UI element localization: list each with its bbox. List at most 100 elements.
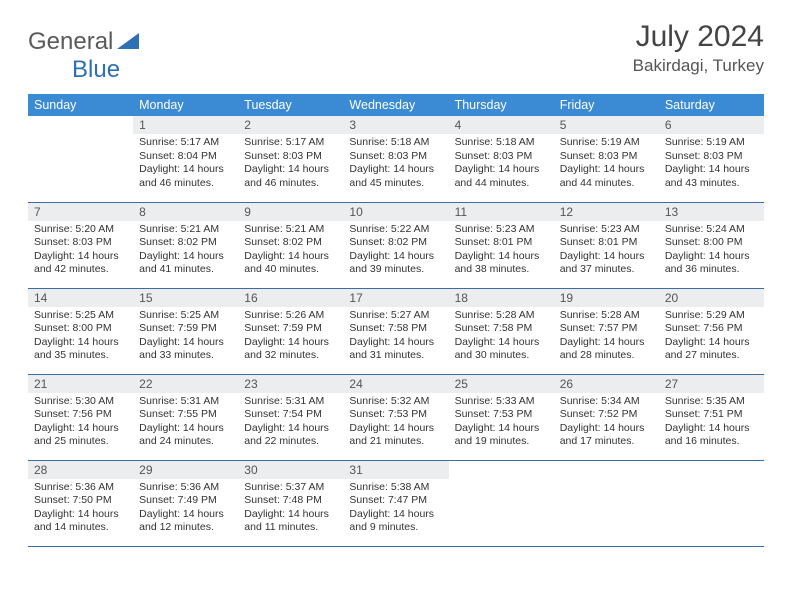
day-info: Sunrise: 5:23 AMSunset: 8:01 PMDaylight:… bbox=[554, 221, 659, 282]
calendar-day-cell: 24Sunrise: 5:32 AMSunset: 7:53 PMDayligh… bbox=[343, 374, 448, 460]
day-info: Sunrise: 5:30 AMSunset: 7:56 PMDaylight:… bbox=[28, 393, 133, 454]
calendar-table: SundayMondayTuesdayWednesdayThursdayFrid… bbox=[28, 94, 764, 547]
title-block: July 2024 Bakirdagi, Turkey bbox=[633, 20, 764, 76]
calendar-day-cell: 7Sunrise: 5:20 AMSunset: 8:03 PMDaylight… bbox=[28, 202, 133, 288]
day-info: Sunrise: 5:27 AMSunset: 7:58 PMDaylight:… bbox=[343, 307, 448, 368]
daylight-line: Daylight: 14 hours and 21 minutes. bbox=[349, 422, 442, 449]
calendar-day-cell: 31Sunrise: 5:38 AMSunset: 7:47 PMDayligh… bbox=[343, 460, 448, 546]
logo-text-blue: Blue bbox=[72, 56, 132, 84]
day-info: Sunrise: 5:31 AMSunset: 7:55 PMDaylight:… bbox=[133, 393, 238, 454]
daylight-line: Daylight: 14 hours and 42 minutes. bbox=[34, 250, 127, 277]
day-info: Sunrise: 5:26 AMSunset: 7:59 PMDaylight:… bbox=[238, 307, 343, 368]
daylight-line: Daylight: 14 hours and 14 minutes. bbox=[34, 508, 127, 535]
sunset-line: Sunset: 7:58 PM bbox=[455, 322, 548, 336]
day-number bbox=[28, 116, 133, 120]
day-info: Sunrise: 5:28 AMSunset: 7:57 PMDaylight:… bbox=[554, 307, 659, 368]
weekday-header: Sunday bbox=[28, 94, 133, 116]
sunrise-line: Sunrise: 5:28 AM bbox=[560, 309, 653, 323]
daylight-line: Daylight: 14 hours and 36 minutes. bbox=[665, 250, 758, 277]
sunrise-line: Sunrise: 5:36 AM bbox=[34, 481, 127, 495]
calendar-day-cell: 19Sunrise: 5:28 AMSunset: 7:57 PMDayligh… bbox=[554, 288, 659, 374]
day-info: Sunrise: 5:29 AMSunset: 7:56 PMDaylight:… bbox=[659, 307, 764, 368]
calendar-day-cell: 18Sunrise: 5:28 AMSunset: 7:58 PMDayligh… bbox=[449, 288, 554, 374]
sunset-line: Sunset: 8:03 PM bbox=[560, 150, 653, 164]
day-number: 22 bbox=[133, 375, 238, 393]
sunrise-line: Sunrise: 5:28 AM bbox=[455, 309, 548, 323]
day-number: 20 bbox=[659, 289, 764, 307]
calendar-day-cell bbox=[28, 116, 133, 202]
daylight-line: Daylight: 14 hours and 37 minutes. bbox=[560, 250, 653, 277]
calendar-day-cell: 28Sunrise: 5:36 AMSunset: 7:50 PMDayligh… bbox=[28, 460, 133, 546]
sunset-line: Sunset: 8:00 PM bbox=[665, 236, 758, 250]
sunset-line: Sunset: 8:03 PM bbox=[349, 150, 442, 164]
daylight-line: Daylight: 14 hours and 41 minutes. bbox=[139, 250, 232, 277]
day-info: Sunrise: 5:21 AMSunset: 8:02 PMDaylight:… bbox=[133, 221, 238, 282]
calendar-day-cell: 13Sunrise: 5:24 AMSunset: 8:00 PMDayligh… bbox=[659, 202, 764, 288]
day-number: 26 bbox=[554, 375, 659, 393]
daylight-line: Daylight: 14 hours and 25 minutes. bbox=[34, 422, 127, 449]
sunrise-line: Sunrise: 5:35 AM bbox=[665, 395, 758, 409]
sunrise-line: Sunrise: 5:31 AM bbox=[139, 395, 232, 409]
daylight-line: Daylight: 14 hours and 40 minutes. bbox=[244, 250, 337, 277]
sunset-line: Sunset: 7:56 PM bbox=[34, 408, 127, 422]
month-title: July 2024 bbox=[633, 20, 764, 54]
daylight-line: Daylight: 14 hours and 46 minutes. bbox=[139, 163, 232, 190]
day-info: Sunrise: 5:18 AMSunset: 8:03 PMDaylight:… bbox=[449, 134, 554, 195]
sunset-line: Sunset: 7:48 PM bbox=[244, 494, 337, 508]
sunrise-line: Sunrise: 5:25 AM bbox=[139, 309, 232, 323]
day-info: Sunrise: 5:23 AMSunset: 8:01 PMDaylight:… bbox=[449, 221, 554, 282]
sunrise-line: Sunrise: 5:29 AM bbox=[665, 309, 758, 323]
calendar-day-cell: 6Sunrise: 5:19 AMSunset: 8:03 PMDaylight… bbox=[659, 116, 764, 202]
day-info: Sunrise: 5:25 AMSunset: 7:59 PMDaylight:… bbox=[133, 307, 238, 368]
daylight-line: Daylight: 14 hours and 28 minutes. bbox=[560, 336, 653, 363]
calendar-day-cell: 20Sunrise: 5:29 AMSunset: 7:56 PMDayligh… bbox=[659, 288, 764, 374]
day-number: 19 bbox=[554, 289, 659, 307]
calendar-day-cell: 11Sunrise: 5:23 AMSunset: 8:01 PMDayligh… bbox=[449, 202, 554, 288]
day-number: 31 bbox=[343, 461, 448, 479]
calendar-day-cell bbox=[449, 460, 554, 546]
day-number: 25 bbox=[449, 375, 554, 393]
day-number: 28 bbox=[28, 461, 133, 479]
sunset-line: Sunset: 7:59 PM bbox=[139, 322, 232, 336]
daylight-line: Daylight: 14 hours and 45 minutes. bbox=[349, 163, 442, 190]
daylight-line: Daylight: 14 hours and 30 minutes. bbox=[455, 336, 548, 363]
calendar-day-cell: 16Sunrise: 5:26 AMSunset: 7:59 PMDayligh… bbox=[238, 288, 343, 374]
sunset-line: Sunset: 7:58 PM bbox=[349, 322, 442, 336]
weekday-header: Thursday bbox=[449, 94, 554, 116]
calendar-day-cell: 25Sunrise: 5:33 AMSunset: 7:53 PMDayligh… bbox=[449, 374, 554, 460]
calendar-day-cell: 1Sunrise: 5:17 AMSunset: 8:04 PMDaylight… bbox=[133, 116, 238, 202]
day-number: 7 bbox=[28, 203, 133, 221]
sunset-line: Sunset: 8:01 PM bbox=[560, 236, 653, 250]
calendar-week-row: 1Sunrise: 5:17 AMSunset: 8:04 PMDaylight… bbox=[28, 116, 764, 202]
day-number bbox=[554, 461, 659, 465]
sunset-line: Sunset: 8:02 PM bbox=[139, 236, 232, 250]
daylight-line: Daylight: 14 hours and 46 minutes. bbox=[244, 163, 337, 190]
sunrise-line: Sunrise: 5:23 AM bbox=[560, 223, 653, 237]
day-info: Sunrise: 5:38 AMSunset: 7:47 PMDaylight:… bbox=[343, 479, 448, 540]
day-info: Sunrise: 5:36 AMSunset: 7:49 PMDaylight:… bbox=[133, 479, 238, 540]
day-number: 12 bbox=[554, 203, 659, 221]
sunrise-line: Sunrise: 5:24 AM bbox=[665, 223, 758, 237]
day-info: Sunrise: 5:28 AMSunset: 7:58 PMDaylight:… bbox=[449, 307, 554, 368]
daylight-line: Daylight: 14 hours and 27 minutes. bbox=[665, 336, 758, 363]
day-number: 24 bbox=[343, 375, 448, 393]
daylight-line: Daylight: 14 hours and 39 minutes. bbox=[349, 250, 442, 277]
calendar-day-cell: 22Sunrise: 5:31 AMSunset: 7:55 PMDayligh… bbox=[133, 374, 238, 460]
day-info: Sunrise: 5:25 AMSunset: 8:00 PMDaylight:… bbox=[28, 307, 133, 368]
day-info: Sunrise: 5:22 AMSunset: 8:02 PMDaylight:… bbox=[343, 221, 448, 282]
calendar-day-cell: 2Sunrise: 5:17 AMSunset: 8:03 PMDaylight… bbox=[238, 116, 343, 202]
daylight-line: Daylight: 14 hours and 17 minutes. bbox=[560, 422, 653, 449]
sunrise-line: Sunrise: 5:33 AM bbox=[455, 395, 548, 409]
day-info: Sunrise: 5:33 AMSunset: 7:53 PMDaylight:… bbox=[449, 393, 554, 454]
day-number bbox=[659, 461, 764, 465]
day-info: Sunrise: 5:36 AMSunset: 7:50 PMDaylight:… bbox=[28, 479, 133, 540]
daylight-line: Daylight: 14 hours and 44 minutes. bbox=[455, 163, 548, 190]
sunset-line: Sunset: 7:51 PM bbox=[665, 408, 758, 422]
day-number: 27 bbox=[659, 375, 764, 393]
sunset-line: Sunset: 8:02 PM bbox=[244, 236, 337, 250]
day-info: Sunrise: 5:24 AMSunset: 8:00 PMDaylight:… bbox=[659, 221, 764, 282]
sunset-line: Sunset: 8:01 PM bbox=[455, 236, 548, 250]
sunrise-line: Sunrise: 5:23 AM bbox=[455, 223, 548, 237]
daylight-line: Daylight: 14 hours and 44 minutes. bbox=[560, 163, 653, 190]
sunrise-line: Sunrise: 5:20 AM bbox=[34, 223, 127, 237]
